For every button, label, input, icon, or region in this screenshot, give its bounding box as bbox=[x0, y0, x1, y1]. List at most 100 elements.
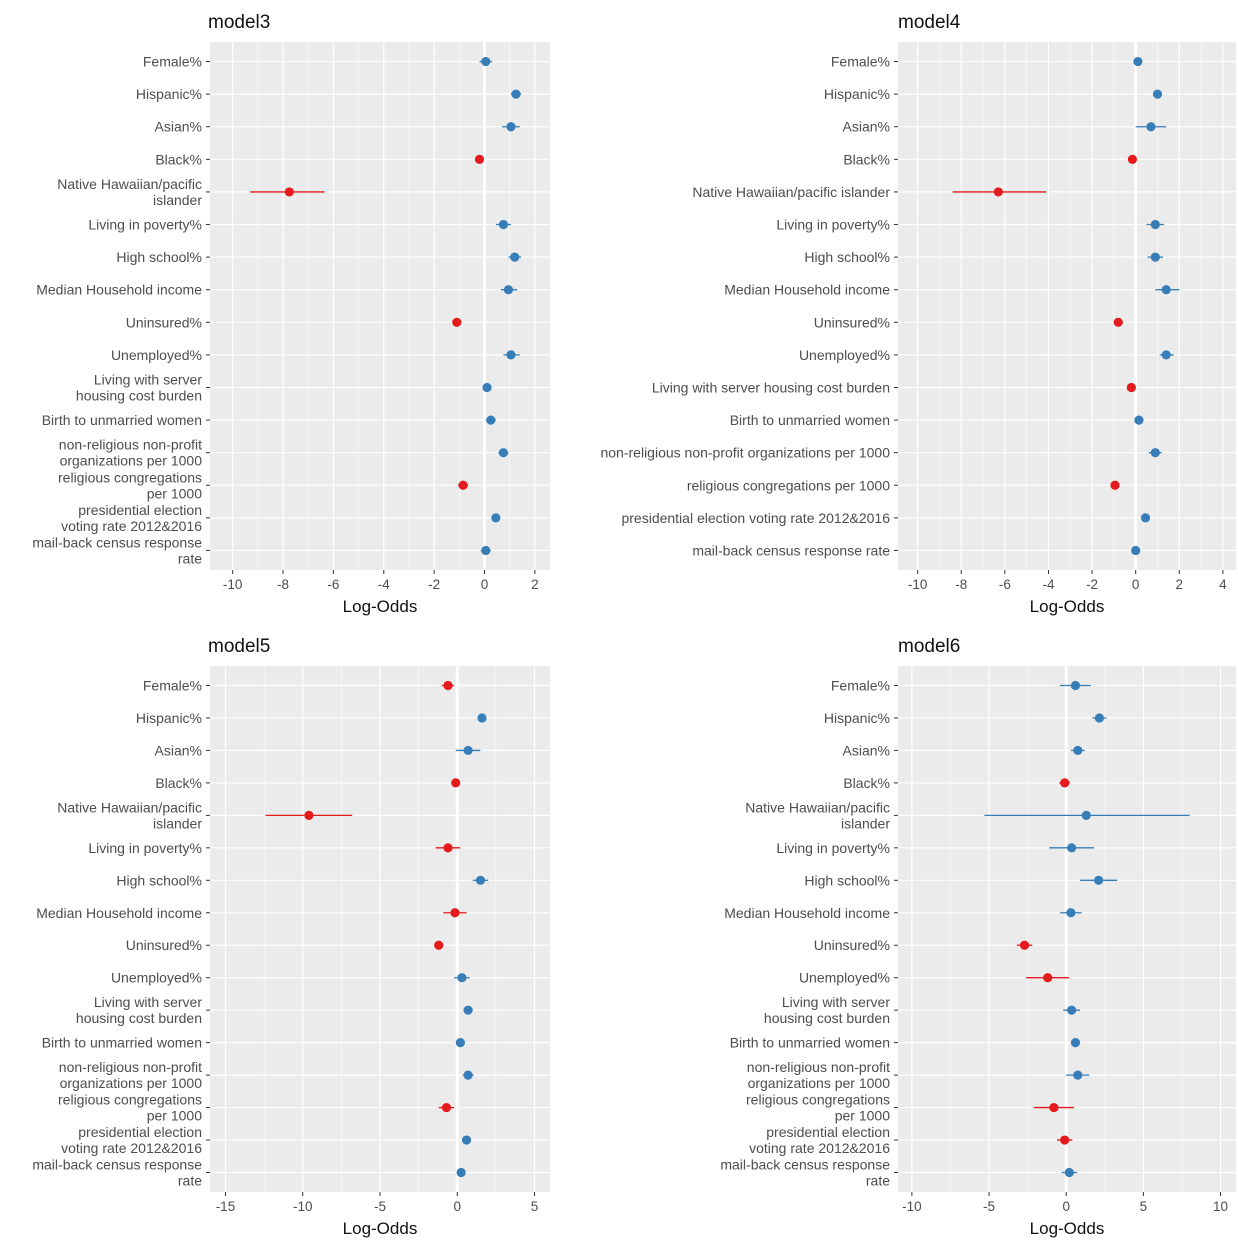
estimate-point bbox=[1019, 940, 1030, 950]
estimate-point bbox=[1070, 1038, 1081, 1048]
y-category-label: mail-back census response rate bbox=[32, 534, 202, 566]
y-category-label: mail-back census response rate bbox=[32, 1157, 202, 1189]
y-category-label: non-religious non-profit organizations pe… bbox=[59, 1059, 202, 1091]
estimate-point bbox=[1067, 1005, 1077, 1015]
estimate-point bbox=[481, 56, 491, 67]
y-category-label-line: rate bbox=[866, 1173, 890, 1189]
estimate-point bbox=[457, 973, 467, 983]
estimate-point bbox=[1146, 122, 1156, 132]
estimate-point bbox=[1152, 89, 1163, 99]
estimate-point bbox=[510, 252, 520, 262]
y-category-label: Hispanic% bbox=[824, 86, 890, 102]
y-category-label: Hispanic% bbox=[824, 710, 890, 726]
estimate-point bbox=[434, 940, 444, 950]
y-category-label-line: Living with server bbox=[94, 371, 202, 387]
panel-title: model6 bbox=[898, 636, 960, 657]
estimate-point bbox=[461, 1135, 472, 1145]
y-category-label: Black% bbox=[843, 775, 890, 791]
estimate-point bbox=[481, 545, 491, 556]
estimate-point bbox=[443, 680, 453, 691]
estimate-point bbox=[1150, 448, 1160, 458]
y-category-label: Living in poverty% bbox=[776, 217, 890, 233]
y-category-label: Native Hawaiian/pacific islander bbox=[57, 799, 202, 831]
x-tick-label: 0 bbox=[1062, 1199, 1070, 1214]
y-category-label: Median Household income bbox=[724, 282, 890, 298]
y-category-label-line: voting rate 2012&2016 bbox=[61, 1140, 202, 1156]
y-category-label-line: presidential election bbox=[78, 1124, 202, 1140]
panel-title: model3 bbox=[208, 12, 270, 33]
estimate-point bbox=[441, 1102, 452, 1113]
y-category-label-line: non-religious non-profit bbox=[59, 437, 202, 453]
y-category-label-line: housing cost burden bbox=[76, 387, 202, 403]
y-category-label-line: islander bbox=[153, 192, 202, 208]
y-category-label-line: Native Hawaiian/pacific bbox=[745, 799, 890, 815]
x-tick-label: -8 bbox=[277, 577, 289, 592]
y-category-label-line: per 1000 bbox=[147, 1108, 202, 1124]
y-category-label: Hispanic% bbox=[136, 86, 202, 102]
y-category-label: Native Hawaiian/pacific islander bbox=[745, 799, 890, 831]
x-tick-label: 2 bbox=[1176, 577, 1184, 592]
y-category-label: Asian% bbox=[155, 119, 202, 135]
x-tick-label: 0 bbox=[481, 577, 489, 592]
y-category-label: Median Household income bbox=[724, 905, 890, 921]
y-category-label-line: mail-back census response bbox=[32, 534, 202, 550]
y-category-label: Female% bbox=[831, 54, 890, 70]
estimate-point bbox=[498, 448, 509, 458]
estimate-point bbox=[498, 219, 509, 230]
x-tick-label: -10 bbox=[223, 577, 243, 592]
y-category-label: High school% bbox=[116, 872, 202, 888]
panel-title: model5 bbox=[208, 636, 270, 657]
y-category-label: Native Hawaiian/pacific islander bbox=[692, 184, 890, 200]
x-tick-label: 10 bbox=[1213, 1199, 1228, 1214]
x-tick-label: 0 bbox=[454, 1199, 462, 1214]
x-tick-label: -5 bbox=[983, 1199, 995, 1214]
y-category-label: Median Household income bbox=[36, 905, 202, 921]
estimate-point bbox=[1131, 545, 1141, 556]
x-tick-label: 0 bbox=[1132, 577, 1140, 592]
y-category-label-line: rate bbox=[178, 550, 202, 566]
y-category-label: High school% bbox=[804, 872, 890, 888]
x-axis-title: Log-Odds bbox=[343, 1219, 418, 1238]
y-category-label-line: religious congregations bbox=[58, 1092, 202, 1108]
estimate-point bbox=[304, 810, 314, 820]
estimate-point bbox=[1066, 908, 1076, 918]
y-category-label: Uninsured% bbox=[126, 314, 202, 330]
y-category-label: Hispanic% bbox=[136, 710, 202, 726]
y-category-label-line: Living with server bbox=[94, 994, 202, 1010]
estimate-point bbox=[1073, 1070, 1083, 1080]
y-category-label-line: organizations per 1000 bbox=[60, 453, 203, 469]
y-category-label: Female% bbox=[143, 54, 202, 70]
y-category-label: Unemployed% bbox=[111, 970, 202, 986]
panel-background bbox=[898, 42, 1236, 570]
y-category-label: Asian% bbox=[843, 742, 890, 758]
estimate-point bbox=[506, 122, 516, 132]
estimate-point bbox=[451, 778, 461, 788]
estimate-point bbox=[486, 415, 496, 425]
y-category-label: Unemployed% bbox=[111, 347, 202, 363]
panel-model5: model5 -15 -10 -5 0 5 Female% Hispanic% Asian% Bl… bbox=[32, 636, 550, 1238]
y-category-label: High school% bbox=[804, 249, 890, 265]
estimate-point bbox=[452, 317, 462, 327]
x-tick-label: -5 bbox=[374, 1199, 386, 1214]
x-tick-label: -8 bbox=[955, 577, 967, 592]
y-category-label: presidential election voting rate 2012&20… bbox=[749, 1124, 890, 1156]
x-tick-label: -6 bbox=[327, 577, 339, 592]
x-tick-label: 2 bbox=[531, 577, 539, 592]
y-category-label: Median Household income bbox=[36, 282, 202, 298]
x-axis-title: Log-Odds bbox=[1030, 1219, 1105, 1238]
y-category-label: Black% bbox=[155, 151, 202, 167]
y-category-label: Asian% bbox=[843, 119, 890, 135]
estimate-point bbox=[456, 1167, 466, 1178]
x-axis-title: Log-Odds bbox=[343, 597, 418, 616]
estimate-point bbox=[1094, 875, 1104, 885]
y-category-label: Living with server housing cost burden bbox=[652, 379, 890, 395]
y-category-label: mail-back census response rate bbox=[692, 542, 890, 558]
x-tick-label: -6 bbox=[999, 577, 1011, 592]
y-category-label: Female% bbox=[831, 677, 890, 693]
panel-model3: model3 -10 -8 -6 -4 -2 0 2 Female% Hispanic% Asian… bbox=[32, 12, 550, 616]
x-axis-title: Log-Odds bbox=[1030, 597, 1105, 616]
estimate-point bbox=[443, 843, 453, 853]
estimate-point bbox=[1133, 56, 1143, 67]
y-category-label-line: organizations per 1000 bbox=[60, 1075, 203, 1091]
y-category-label-line: Living with server bbox=[782, 994, 890, 1010]
